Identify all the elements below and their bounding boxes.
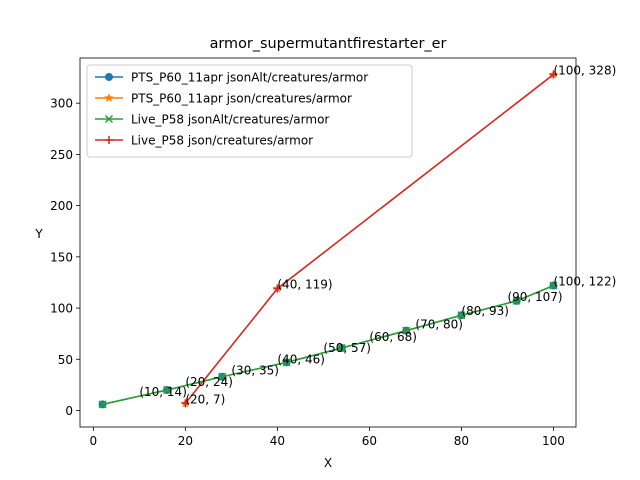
plot-frame <box>79 57 577 428</box>
series-3-point <box>282 358 291 367</box>
legend-swatch-marker <box>105 136 113 144</box>
y-axis-label: Y <box>34 227 43 241</box>
series-4-point <box>273 284 282 293</box>
legend-entry-1: PTS_P60_11apr jsonAlt/creatures/armor <box>95 71 368 85</box>
y-tick-label: 0 <box>65 404 73 418</box>
x-axis: 0 20 40 60 80 100 <box>90 427 565 448</box>
series-3-point <box>162 385 171 395</box>
point-annotation: (70, 80) <box>415 318 463 332</box>
point-annotation: (10, 14) <box>139 385 187 399</box>
series-3-point <box>549 281 558 290</box>
x-tick-label: 80 <box>454 434 469 448</box>
series-3-point <box>218 372 227 381</box>
y-axis: 0 50 100 150 200 250 300 <box>50 97 80 418</box>
point-annotation: (40, 46) <box>277 352 325 366</box>
point-annotation: (100, 122) <box>553 275 616 289</box>
series-4-point <box>549 70 558 79</box>
legend-label: Live_P58 json/creatures/armor <box>131 134 313 148</box>
point-annotation: (40, 119) <box>277 278 332 292</box>
x-tick-label: 60 <box>362 434 377 448</box>
series-4-point <box>181 399 190 408</box>
legend-entry-4: Live_P58 json/creatures/armor <box>95 134 313 148</box>
legend-swatch-marker <box>104 93 114 103</box>
y-tick-label: 100 <box>50 302 73 316</box>
x-axis-label: X <box>324 456 332 470</box>
series-layer <box>98 69 559 409</box>
annotation-layer: (10, 14)(20, 24)(20, 7)(30, 35)(40, 46)(… <box>139 63 616 406</box>
series-3-point <box>337 343 346 353</box>
point-annotation: (100, 328) <box>553 63 616 77</box>
y-tick-label: 50 <box>58 353 73 367</box>
x-tick-label: 100 <box>542 434 565 448</box>
legend-swatch-marker <box>104 114 114 124</box>
legend: PTS_P60_11apr jsonAlt/creatures/armor PTS… <box>86 64 413 158</box>
chart-title: armor_supermutantfirestarter_er <box>210 36 447 52</box>
y-tick-label: 200 <box>50 199 73 213</box>
y-tick-label: 300 <box>50 97 73 111</box>
point-annotation: (20, 24) <box>185 375 233 389</box>
point-annotation: (90, 107) <box>507 290 562 304</box>
legend-label: PTS_P60_11apr json/creatures/armor <box>131 92 352 106</box>
point-annotation: (80, 93) <box>461 304 509 318</box>
point-annotation: (50, 57) <box>323 341 371 355</box>
point-annotation: (30, 35) <box>231 364 279 378</box>
legend-label: PTS_P60_11apr jsonAlt/creatures/armor <box>131 71 368 85</box>
series-3-point <box>512 296 521 305</box>
x-tick-label: 40 <box>270 434 285 448</box>
series-3-point <box>402 326 411 335</box>
legend-entry-2: PTS_P60_11apr json/creatures/armor <box>95 92 352 106</box>
x-tick-label: 0 <box>90 434 98 448</box>
series-3-point <box>98 400 107 409</box>
legend-box <box>86 64 413 158</box>
point-annotation: (20, 7) <box>185 392 225 406</box>
series-4 <box>181 70 558 408</box>
y-tick-label: 250 <box>50 148 73 162</box>
legend-label: Live_P58 jsonAlt/creatures/armor <box>131 113 329 127</box>
series-3 <box>98 281 558 409</box>
y-tick-label: 150 <box>50 250 73 264</box>
series-3-point <box>457 311 466 320</box>
legend-swatch-marker <box>105 73 113 81</box>
point-annotation: (60, 68) <box>369 330 417 344</box>
x-tick-label: 20 <box>178 434 193 448</box>
legend-entry-3: Live_P58 jsonAlt/creatures/armor <box>95 113 329 127</box>
